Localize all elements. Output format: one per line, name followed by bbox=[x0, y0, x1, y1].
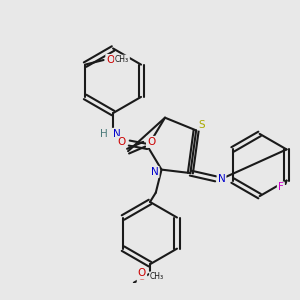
Text: N: N bbox=[151, 167, 158, 177]
Text: O: O bbox=[117, 137, 125, 147]
Text: O: O bbox=[147, 137, 155, 147]
Text: O: O bbox=[138, 268, 146, 278]
Text: O: O bbox=[106, 55, 115, 65]
Text: H: H bbox=[100, 129, 108, 139]
Text: N: N bbox=[218, 174, 225, 184]
Text: O: O bbox=[138, 272, 146, 282]
Text: CH₃: CH₃ bbox=[115, 56, 129, 64]
Text: CH₃: CH₃ bbox=[150, 272, 164, 281]
Text: N: N bbox=[113, 129, 120, 139]
Text: S: S bbox=[199, 120, 205, 130]
Text: F: F bbox=[278, 182, 284, 193]
